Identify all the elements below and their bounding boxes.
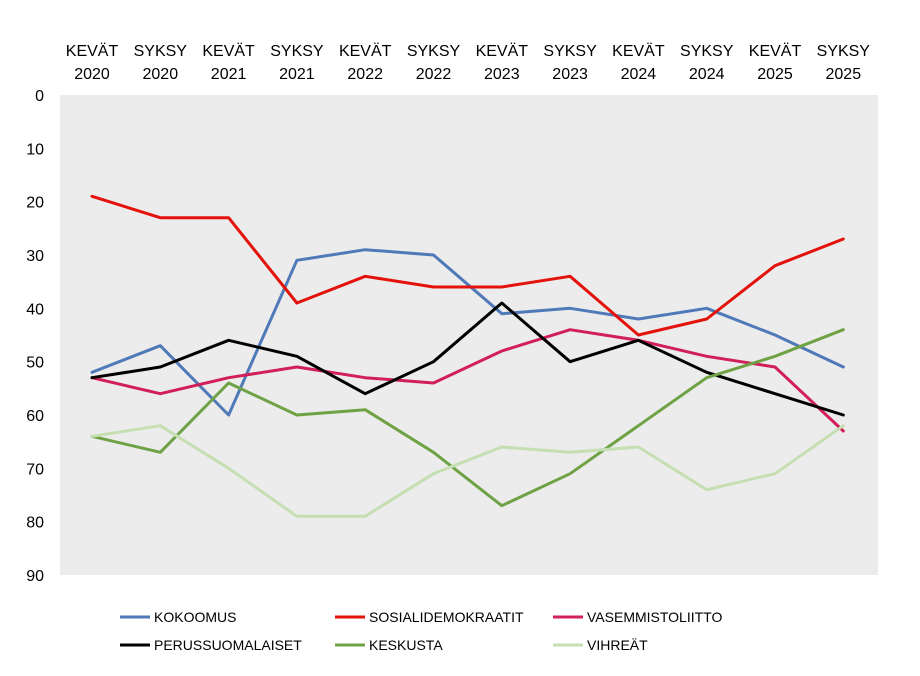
series-lines bbox=[90, 194, 845, 518]
legend-label: KESKUSTA bbox=[369, 637, 443, 653]
plot-area bbox=[60, 95, 878, 575]
x-tick-season-4: KEVÄT bbox=[339, 42, 392, 60]
y-axis-labels: 0 10 20 30 40 50 60 70 80 90 bbox=[26, 88, 44, 585]
y-tick-40: 40 bbox=[26, 301, 44, 318]
x-tick-season-0: KEVÄT bbox=[66, 42, 119, 60]
legend-item-keskusta: KESKUSTA bbox=[335, 637, 443, 653]
legend-label: KOKOOMUS bbox=[154, 609, 236, 625]
x-tick-season-1: SYKSY bbox=[134, 43, 188, 60]
x-tick-season-3: SYKSY bbox=[270, 43, 324, 60]
legend-label: VASEMMISTOLIITTO bbox=[587, 609, 722, 625]
x-tick-season-2: KEVÄT bbox=[202, 42, 255, 60]
x-tick-year-10: 2025 bbox=[757, 66, 793, 83]
y-tick-50: 50 bbox=[26, 355, 44, 372]
x-tick-season-11: SYKSY bbox=[817, 43, 871, 60]
x-tick-year-9: 2024 bbox=[689, 66, 725, 83]
y-tick-0: 0 bbox=[35, 88, 44, 105]
x-tick-year-1: 2020 bbox=[143, 66, 179, 83]
series-line-perussuomalaiset bbox=[90, 301, 845, 417]
x-tick-year-11: 2025 bbox=[826, 66, 862, 83]
legend-item-perussuomalaiset: PERUSSUOMALAISET bbox=[120, 637, 302, 653]
y-tick-60: 60 bbox=[26, 408, 44, 425]
legend-label: SOSIALIDEMOKRAATIT bbox=[369, 609, 524, 625]
x-tick-season-6: KEVÄT bbox=[476, 42, 529, 60]
legend: KOKOOMUS SOSIALIDEMOKRAATIT VASEMMISTOLIIT… bbox=[120, 609, 722, 653]
legend-item-vihreät: VIHREÄT bbox=[553, 637, 648, 653]
series-line-vihreät bbox=[90, 424, 845, 518]
legend-item-vasemmistoliitto: VASEMMISTOLIITTO bbox=[553, 609, 722, 625]
series-line-vasemmistoliitto bbox=[90, 328, 845, 433]
x-axis-labels: KEVÄT 2020 SYKSY 2020 KEVÄT 2021 SYKSY 2021 KEVÄ… bbox=[66, 42, 871, 83]
y-tick-30: 30 bbox=[26, 248, 44, 265]
x-tick-season-8: KEVÄT bbox=[612, 42, 665, 60]
x-tick-year-7: 2023 bbox=[552, 66, 588, 83]
x-tick-year-3: 2021 bbox=[279, 66, 315, 83]
x-tick-year-0: 2020 bbox=[74, 66, 110, 83]
legend-label: VIHREÄT bbox=[587, 637, 648, 653]
x-tick-year-2: 2021 bbox=[211, 66, 247, 83]
x-tick-year-4: 2022 bbox=[347, 66, 383, 83]
series-line-keskusta bbox=[90, 328, 845, 508]
legend-item-kokoomus: KOKOOMUS bbox=[120, 609, 236, 625]
x-tick-year-5: 2022 bbox=[416, 66, 452, 83]
series-line-sosialidemokraatit bbox=[90, 194, 845, 337]
y-tick-80: 80 bbox=[26, 515, 44, 532]
x-tick-year-8: 2024 bbox=[621, 66, 657, 83]
y-tick-70: 70 bbox=[26, 461, 44, 478]
legend-label: PERUSSUOMALAISET bbox=[154, 637, 302, 653]
x-tick-season-7: SYKSY bbox=[543, 43, 597, 60]
x-tick-season-5: SYKSY bbox=[407, 43, 461, 60]
y-tick-90: 90 bbox=[26, 568, 44, 585]
y-tick-10: 10 bbox=[26, 141, 44, 158]
y-tick-20: 20 bbox=[26, 195, 44, 212]
legend-item-sosialidemokraatit: SOSIALIDEMOKRAATIT bbox=[335, 609, 524, 625]
x-tick-season-9: SYKSY bbox=[680, 43, 734, 60]
x-tick-year-6: 2023 bbox=[484, 66, 520, 83]
series-line-kokoomus bbox=[90, 248, 845, 417]
x-tick-season-10: KEVÄT bbox=[749, 42, 802, 60]
